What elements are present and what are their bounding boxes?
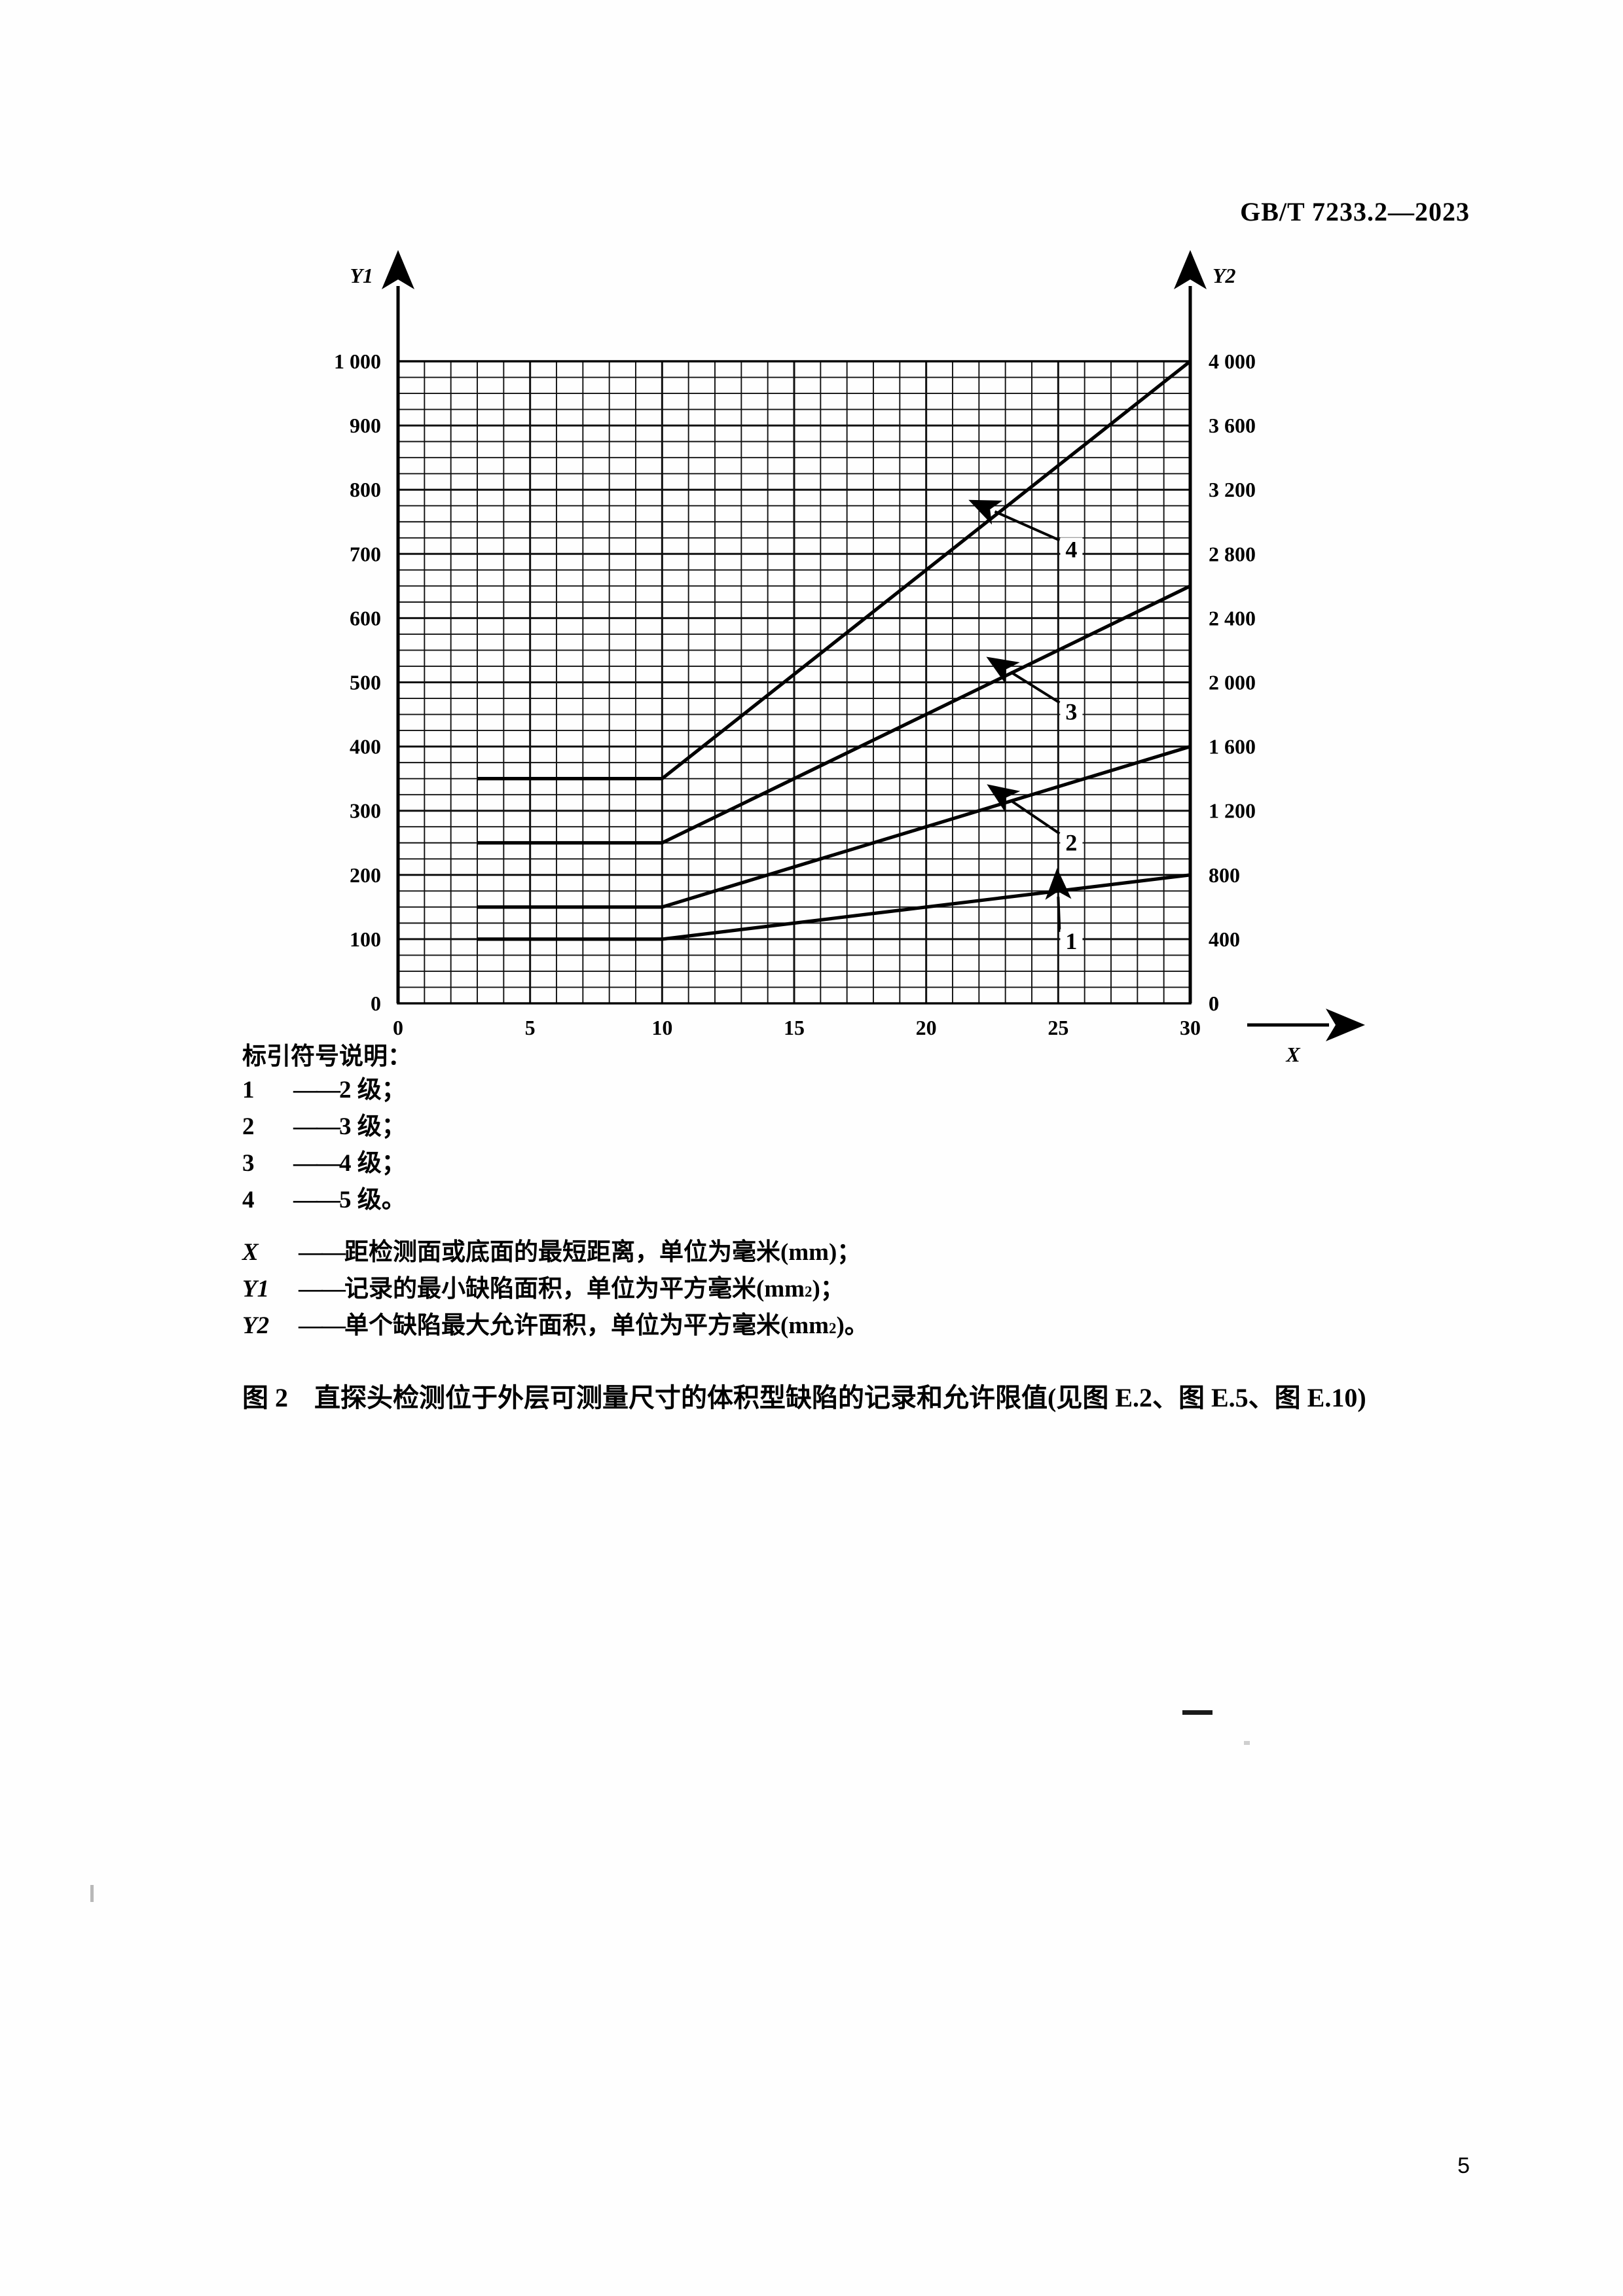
y1-tick-label: 100 xyxy=(350,927,381,951)
scan-artifact-dot xyxy=(1244,1741,1250,1745)
callout-label: 3 xyxy=(1065,699,1077,725)
x-tick-label: 30 xyxy=(1180,1016,1201,1039)
callout-leader-line xyxy=(968,499,1061,542)
x-tick-label: 0 xyxy=(393,1016,403,1039)
page-number: 5 xyxy=(1457,2153,1470,2178)
scan-artifact-edge xyxy=(90,1885,94,1902)
key-item-dash: —— xyxy=(293,1150,340,1177)
y2-tick-label: 2 000 xyxy=(1209,671,1256,694)
key-item-index: 2 xyxy=(242,1113,255,1140)
key-item-index: 1 xyxy=(242,1077,255,1103)
y1-tick-label: 800 xyxy=(350,478,381,501)
y1-tick-label: 400 xyxy=(350,735,381,759)
figure-caption: 图 2 直探头检测位于外层可测量尺寸的体积型缺陷的记录和允许限值(见图 E.2、… xyxy=(242,1383,1366,1412)
figure-symbol-definitions: X —— 距检测面或底面的最短距离，单位为毫米(mm)； Y1 —— 记录的最小… xyxy=(242,1240,1486,1350)
key-item-2: 2 —— 3 级； xyxy=(242,1115,1421,1139)
key-item-dash: —— xyxy=(293,1113,340,1140)
series-callout-2: 2 xyxy=(987,784,1083,856)
y1-tick-label: 300 xyxy=(350,799,381,823)
definition-y1: Y1 —— 记录的最小缺陷面积，单位为平方毫米(mm 2)； xyxy=(242,1277,1486,1301)
scan-artifact-dash xyxy=(1182,1710,1213,1715)
key-item-3: 3 —— 4 级； xyxy=(242,1151,1421,1175)
y2-tick-label: 2 800 xyxy=(1209,542,1256,565)
definition-x: X —— 距检测面或底面的最短距离，单位为毫米(mm)； xyxy=(242,1240,1486,1265)
definition-text: 记录的最小缺陷面积，单位为平方毫米(mm xyxy=(344,1276,805,1302)
key-item-label: 4 级； xyxy=(339,1150,406,1177)
x-tick-label: 20 xyxy=(916,1016,937,1039)
key-item-index: 4 xyxy=(242,1187,255,1213)
key-item-index: 3 xyxy=(242,1150,255,1177)
definition-dash: —— xyxy=(299,1276,346,1302)
callout-leader-line xyxy=(1045,868,1072,932)
definition-superscript: 2 xyxy=(804,1283,812,1300)
definition-text-tail: )； xyxy=(812,1276,845,1302)
y1-tick-label: 1 000 xyxy=(334,350,381,373)
series-callout-1: 1 xyxy=(1045,868,1083,954)
y1-axis-title: Y1 xyxy=(350,264,373,287)
x-tick-label: 15 xyxy=(784,1016,805,1039)
series-callout-4: 4 xyxy=(968,499,1083,562)
definition-superscript: 2 xyxy=(828,1320,837,1336)
series-line-4 xyxy=(477,359,1192,781)
y2-tick-label: 400 xyxy=(1209,927,1240,951)
callout-label: 4 xyxy=(1065,536,1077,562)
key-title: 标引符号说明： xyxy=(242,1043,412,1070)
y1-tick-label: 0 xyxy=(371,992,381,1015)
y1-tick-label: 900 xyxy=(350,414,381,437)
x-tick-label: 25 xyxy=(1048,1016,1068,1039)
key-item-dash: —— xyxy=(293,1187,340,1213)
y2-tick-label: 0 xyxy=(1209,992,1219,1015)
y2-tick-label: 1 200 xyxy=(1209,799,1256,823)
definition-text-tail: )。 xyxy=(836,1312,869,1339)
callout-label-backdrop xyxy=(1060,831,1083,853)
definition-symbol: Y2 xyxy=(242,1312,270,1339)
key-item-label: 3 级； xyxy=(339,1113,406,1140)
definition-symbol: Y1 xyxy=(242,1276,270,1302)
y1-tick-label: 600 xyxy=(350,606,381,630)
definition-text: 单个缺陷最大允许面积，单位为平方毫米(mm xyxy=(344,1312,829,1339)
y2-axis-title: Y2 xyxy=(1213,264,1236,287)
key-item-label: 5 级。 xyxy=(339,1187,406,1213)
definition-symbol: X xyxy=(242,1239,259,1266)
definition-dash: —— xyxy=(299,1239,346,1266)
definition-text: 距检测面或底面的最短距离，单位为毫米(mm)； xyxy=(344,1239,862,1266)
series-line-1 xyxy=(477,873,1191,941)
definition-dash: —— xyxy=(299,1312,346,1339)
y1-tick-label: 500 xyxy=(350,671,381,694)
callout-leader-line xyxy=(986,656,1061,704)
definition-y2: Y2 —— 单个缺陷最大允许面积，单位为平方毫米(mm 2)。 xyxy=(242,1314,1486,1338)
y2-tick-label: 800 xyxy=(1209,863,1240,887)
callout-label: 1 xyxy=(1065,928,1077,954)
x-tick-label: 5 xyxy=(525,1016,536,1039)
key-item-label: 2 级； xyxy=(339,1077,406,1103)
callout-label: 2 xyxy=(1065,830,1077,856)
document-header-standard-code: GB/T 7233.2—2023 xyxy=(1240,197,1470,226)
callout-label-backdrop xyxy=(1060,537,1083,560)
key-item-dash: —— xyxy=(293,1077,340,1103)
callout-label-backdrop xyxy=(1060,929,1083,952)
key-item-1: 1 —— 2 级； xyxy=(242,1078,1421,1102)
y2-tick-label: 3 200 xyxy=(1209,478,1256,501)
figure-key: 标引符号说明： 1 —— 2 级； 2 —— 3 级； 3 —— 4 级； 4 … xyxy=(242,1045,1421,1225)
x-axis-title: X xyxy=(1285,1043,1300,1066)
y1-tick-label: 200 xyxy=(350,863,381,887)
series-callout-3: 3 xyxy=(986,656,1083,725)
y2-tick-label: 1 600 xyxy=(1209,735,1256,759)
y2-origin-label: 0 xyxy=(1209,992,1219,1015)
y1-tick-label: 700 xyxy=(350,542,381,565)
figure-2: 0 100 200 300 400 500 600 700 800 900 1 000 0 400 800… xyxy=(334,250,1365,1066)
callout-leader-line xyxy=(987,784,1061,835)
key-item-4: 4 —— 5 级。 xyxy=(242,1188,1421,1212)
y2-tick-label: 2 400 xyxy=(1209,606,1256,630)
x-tick-label: 10 xyxy=(651,1016,672,1039)
y2-tick-label: 4 000 xyxy=(1209,350,1256,373)
callout-label-backdrop xyxy=(1060,700,1083,723)
y2-tick-label: 3 600 xyxy=(1209,414,1256,437)
